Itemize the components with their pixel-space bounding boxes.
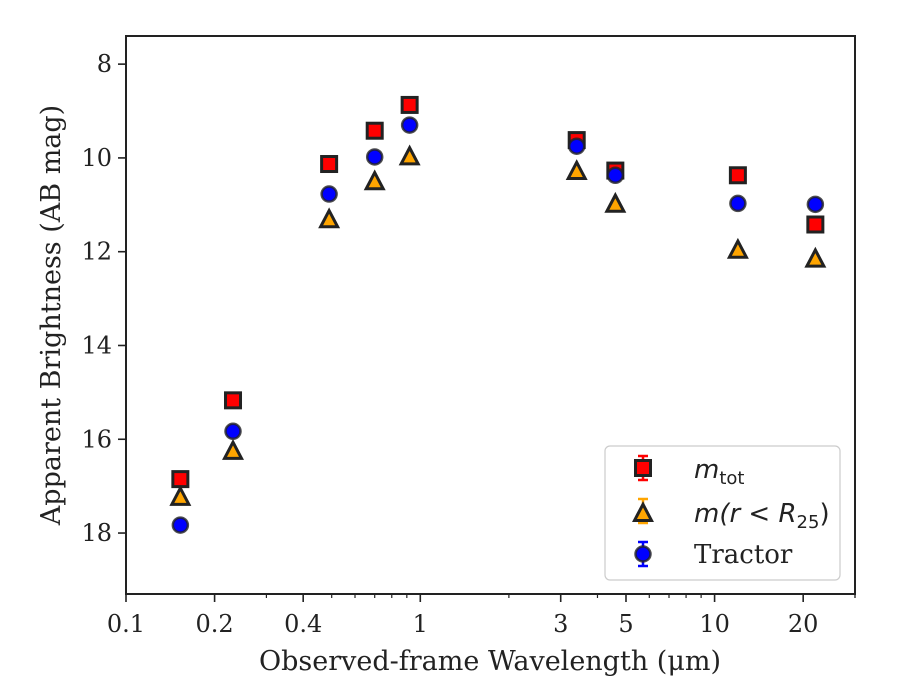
x-tick-label: 0.1 bbox=[107, 610, 145, 638]
data-point-square bbox=[728, 166, 747, 185]
data-point-triangle bbox=[565, 159, 588, 180]
data-point-triangle bbox=[398, 144, 421, 166]
legend: mtot m(r < R25) Tractor bbox=[604, 445, 841, 581]
legend-markers bbox=[632, 454, 654, 568]
y-tick-label: 18 bbox=[81, 519, 112, 547]
data-point-square bbox=[224, 391, 243, 410]
data-point-triangle bbox=[604, 191, 627, 213]
legend-marker-triangle bbox=[632, 501, 654, 522]
series-circle bbox=[171, 116, 825, 534]
data-point-triangle bbox=[363, 169, 386, 191]
data-point-circle bbox=[729, 194, 747, 213]
data-point-triangle bbox=[318, 207, 341, 229]
y-tick-label: 16 bbox=[81, 425, 112, 453]
x-tick-label: 20 bbox=[788, 610, 819, 638]
data-point-triangle bbox=[726, 237, 749, 259]
y-axis-ticks: 8 10 12 14 16 18 bbox=[81, 50, 126, 547]
data-points bbox=[169, 95, 827, 534]
data-point-triangle bbox=[222, 439, 244, 460]
legend-label-tractor: Tractor bbox=[694, 540, 793, 570]
data-point-triangle bbox=[169, 484, 192, 506]
data-point-triangle bbox=[804, 246, 827, 268]
legend-marker-circle bbox=[634, 545, 652, 563]
data-point-square bbox=[171, 470, 190, 489]
x-tick-label: 0.4 bbox=[284, 610, 322, 638]
data-point-circle bbox=[320, 185, 338, 203]
legend-box bbox=[604, 445, 841, 581]
y-tick-label: 12 bbox=[81, 238, 112, 266]
data-point-circle bbox=[365, 148, 384, 166]
plot-frame bbox=[125, 35, 856, 595]
x-axis-ticks: 0.1 0.2 0.4 1 3 5 10 20 bbox=[107, 594, 856, 638]
data-point-square bbox=[365, 121, 384, 140]
series-square bbox=[171, 95, 825, 489]
legend-label-m-r25: m(r < R25) bbox=[694, 499, 830, 533]
y-tick-label: 10 bbox=[81, 144, 112, 172]
x-tick-label: 10 bbox=[699, 610, 730, 638]
x-tick-label: 1 bbox=[413, 610, 428, 638]
data-point-circle bbox=[224, 422, 242, 441]
x-tick-label: 3 bbox=[553, 610, 568, 638]
data-point-square bbox=[320, 155, 339, 174]
x-axis-label: Observed-frame Wavelength (μm) bbox=[259, 646, 721, 677]
data-point-square bbox=[806, 215, 825, 234]
series-triangle bbox=[169, 144, 827, 506]
legend-label-mtot: mtot bbox=[694, 455, 744, 489]
y-tick-label: 14 bbox=[81, 331, 112, 359]
x-tick-label: 0.2 bbox=[196, 610, 234, 638]
y-tick-label: 8 bbox=[97, 50, 112, 78]
data-point-circle bbox=[567, 137, 586, 155]
data-point-circle bbox=[400, 116, 419, 134]
data-point-square bbox=[400, 95, 419, 114]
data-point-circle bbox=[171, 516, 190, 534]
data-point-circle bbox=[606, 166, 625, 185]
x-tick-label: 5 bbox=[618, 610, 633, 638]
legend-marker-square bbox=[634, 459, 652, 477]
data-point-circle bbox=[806, 195, 825, 214]
y-axis-label: Apparent Brightness (AB mag) bbox=[36, 105, 67, 526]
